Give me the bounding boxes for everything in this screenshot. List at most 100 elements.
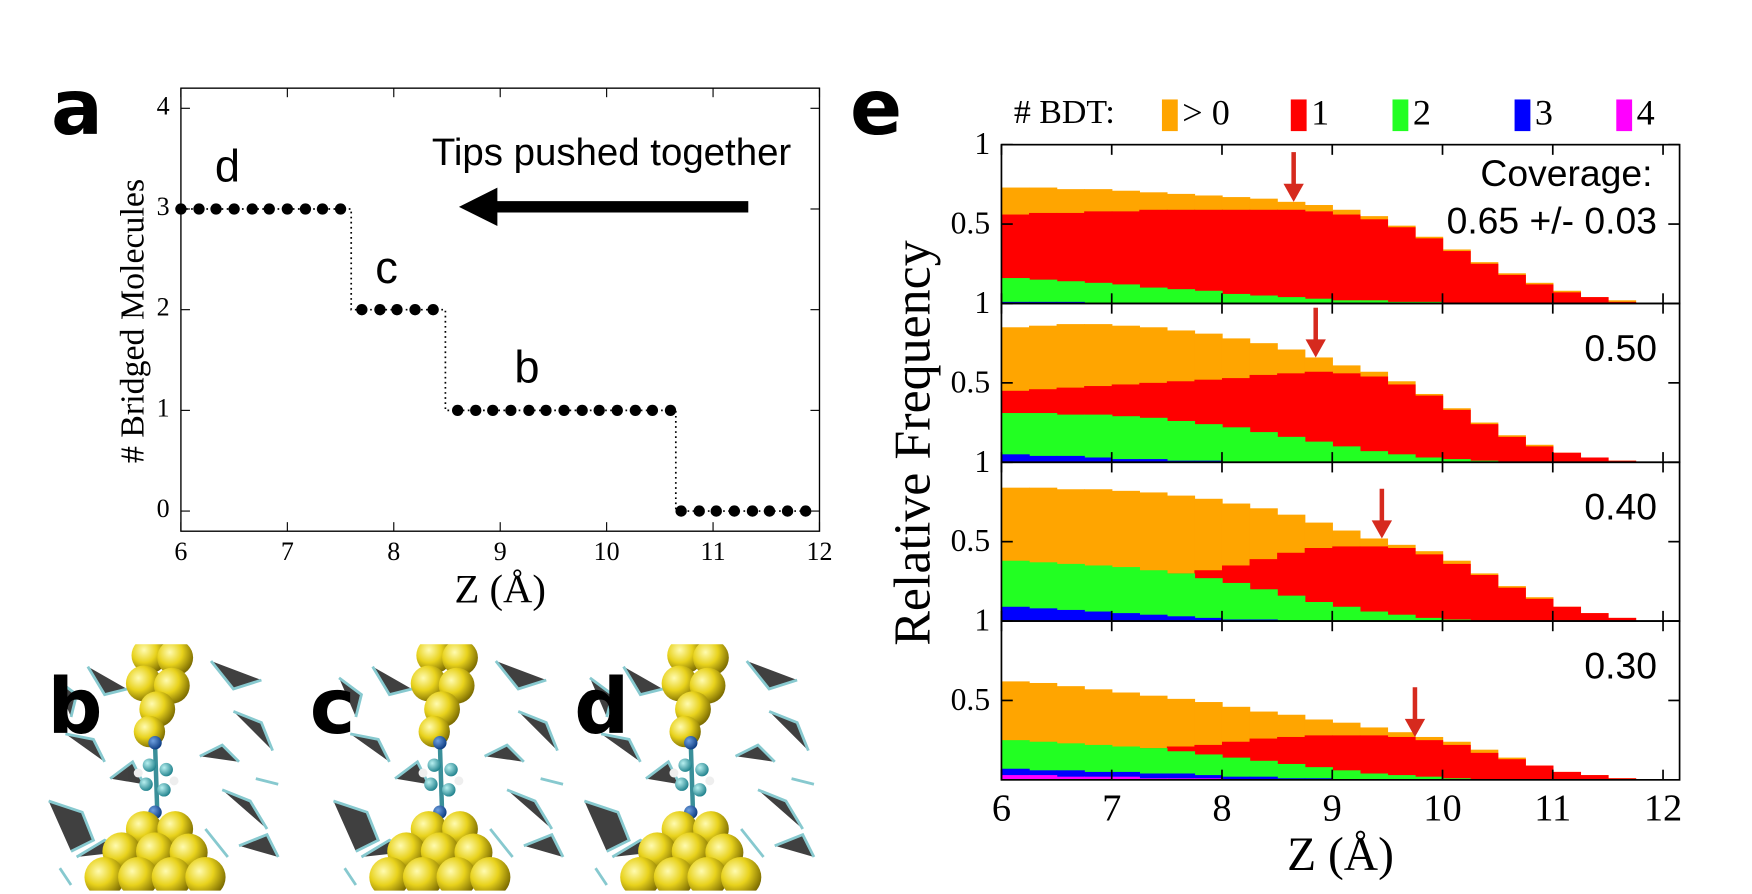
legend-label: 1: [1311, 93, 1329, 133]
y-tick-label: 1: [974, 603, 990, 638]
histogram-bar: [1166, 573, 1196, 622]
histogram-bar: [1552, 292, 1582, 304]
histogram-bar: [1304, 441, 1333, 463]
histogram-bar: [1580, 613, 1609, 622]
histogram-bar: [1580, 297, 1609, 304]
data-point: [540, 404, 552, 417]
x-tick-label: 7: [1102, 787, 1121, 829]
x-tick-label: 8: [387, 537, 400, 566]
histogram-bar: [1552, 452, 1582, 463]
histogram-bar: [1525, 765, 1554, 780]
data-point: [281, 203, 293, 215]
histogram-bar: [1277, 209, 1306, 304]
legend-label: 3: [1535, 93, 1553, 133]
data-point: [523, 404, 535, 417]
histogram-bar: [1001, 768, 1030, 780]
histogram-bar: [1414, 776, 1444, 780]
histogram-bar: [1084, 457, 1113, 463]
histogram-bar: [1359, 300, 1389, 304]
y-tick-label: 1: [157, 393, 170, 422]
coverage-label: 0.30: [1584, 644, 1657, 686]
histogram-bar: [1139, 614, 1168, 622]
histogram-bar: [1332, 606, 1361, 622]
data-point: [316, 203, 329, 215]
legend-swatch: [1514, 99, 1531, 132]
data-point: [391, 304, 403, 316]
histogram-bar: [1111, 459, 1140, 463]
annotation: Tips pushed together: [432, 131, 792, 174]
histogram-bar: [1497, 436, 1526, 463]
histogram-bar: [1221, 427, 1251, 463]
histogram-bar: [1056, 776, 1085, 780]
coverage-label: 0.40: [1584, 486, 1657, 528]
histogram-bar: [1442, 459, 1471, 463]
data-point: [246, 203, 258, 215]
data-point: [263, 203, 275, 215]
histogram-bar: [1442, 409, 1471, 463]
histogram-bar: [1194, 290, 1223, 304]
molecule-image: [333, 638, 563, 894]
y-tick-label: 0.5: [951, 206, 991, 241]
histogram-bar: [1607, 617, 1637, 622]
data-point: [611, 404, 623, 417]
x-tick-label: 6: [992, 787, 1011, 829]
annotation: d: [215, 140, 240, 191]
x-tick-label: 9: [1323, 787, 1342, 829]
y-tick-label: 0.5: [951, 523, 991, 558]
y-tick-label: 3: [157, 192, 170, 221]
legend-label: 2: [1413, 93, 1431, 133]
panel-label: b: [48, 663, 103, 752]
histogram-bar: [1359, 219, 1389, 304]
histogram-bar: [1442, 563, 1471, 622]
arrow-head: [1371, 520, 1393, 539]
histogram-bar: [1359, 376, 1389, 463]
coverage-title: Coverage:: [1480, 152, 1652, 194]
histogram-bar: [1056, 609, 1085, 622]
panel-label: e: [850, 64, 902, 153]
x-tick-label: 6: [174, 537, 187, 566]
x-tick-label: 11: [701, 537, 726, 566]
data-point: [800, 505, 812, 517]
histogram-bar: [1387, 454, 1416, 463]
histogram-bar: [1277, 595, 1306, 622]
histogram-bar: [1139, 287, 1168, 304]
legend-title: # BDT:: [1014, 94, 1115, 131]
histogram-bar: [1332, 214, 1361, 304]
histogram-bar: [1139, 417, 1168, 463]
histogram-bar: [1139, 459, 1168, 463]
histogram-bar: [1359, 451, 1389, 463]
histogram-bar: [1525, 446, 1554, 463]
histogram-bar: [1001, 454, 1030, 463]
x-tick-label: 10: [1423, 787, 1461, 829]
panel-label: c: [310, 663, 356, 752]
histogram-bar: [1359, 546, 1389, 622]
panel-label: d: [574, 663, 629, 752]
data-point: [558, 404, 570, 417]
data-point: [175, 203, 187, 215]
histogram-bar: [1387, 384, 1416, 463]
histogram-bar: [1084, 771, 1113, 780]
histogram-bar: [1249, 209, 1278, 304]
histogram-bar: [1249, 760, 1278, 780]
data-point: [193, 203, 205, 215]
histogram-bar: [1139, 773, 1168, 780]
histogram-bar: [1221, 209, 1251, 304]
histogram-bar: [1414, 740, 1444, 780]
histogram-bar: [1525, 284, 1554, 304]
histogram-bar: [1277, 763, 1306, 780]
data-point: [646, 404, 659, 417]
data-point: [409, 304, 421, 316]
data-point: [451, 404, 464, 417]
y-tick-label: 4: [157, 91, 170, 120]
x-axis-label: Z (Å): [1287, 829, 1394, 881]
histogram-bar: [1166, 420, 1196, 463]
histogram-bar: [1552, 606, 1582, 622]
histogram-bar: [1111, 771, 1140, 780]
histogram-bar: [1359, 773, 1389, 780]
data-point: [664, 404, 677, 417]
histogram-bar: [1084, 414, 1113, 463]
histogram-bar: [1111, 284, 1140, 304]
data-point: [505, 404, 517, 417]
histogram-bar: [1277, 436, 1306, 463]
